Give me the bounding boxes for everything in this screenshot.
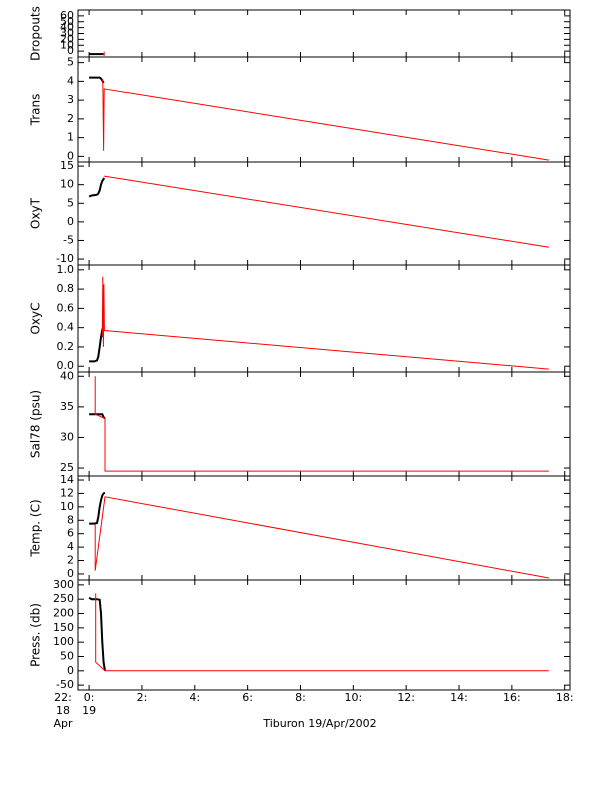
x-tick-label: 14: bbox=[450, 691, 468, 704]
y-axis-title: Sal78 (psu) bbox=[29, 390, 43, 458]
x-tick-label: 16: bbox=[503, 691, 521, 704]
x-tick-label: 2: bbox=[137, 691, 148, 704]
y-tick-label: 12 bbox=[60, 486, 74, 499]
y-tick-label: 0 bbox=[67, 149, 74, 162]
plot-frame bbox=[77, 371, 571, 477]
data-line bbox=[102, 79, 549, 161]
x-tick-label: 18: bbox=[556, 691, 574, 704]
y-tick-label: 5 bbox=[67, 196, 74, 209]
x-tick-label: 22: bbox=[54, 691, 72, 704]
y-tick-label: 35 bbox=[60, 400, 74, 413]
x-tick-label: 8: bbox=[295, 691, 306, 704]
y-tick-label: 50 bbox=[60, 15, 74, 28]
y-tick-label: -50 bbox=[56, 678, 74, 691]
y-tick-label: 40 bbox=[60, 369, 74, 382]
plot-frame bbox=[77, 475, 571, 581]
y-tick-label: 0.2 bbox=[57, 340, 75, 353]
y-tick-label: 0.8 bbox=[57, 282, 75, 295]
data-line bbox=[88, 596, 106, 671]
plot-frame bbox=[77, 161, 571, 266]
y-tick-label: 40 bbox=[60, 21, 74, 34]
plot-frame bbox=[77, 9, 571, 58]
x-tick-label: 10: bbox=[344, 691, 362, 704]
y-tick-label: 200 bbox=[53, 607, 74, 620]
y-axis-title: Trans bbox=[29, 94, 43, 127]
y-tick-label: 100 bbox=[53, 635, 74, 648]
y-tick-label: 5 bbox=[67, 56, 74, 69]
y-tick-label: 250 bbox=[53, 592, 74, 605]
y-axis-title: OxyC bbox=[29, 302, 43, 334]
y-axis-title: Dropouts bbox=[29, 6, 43, 61]
y-tick-label: 1 bbox=[67, 131, 74, 144]
y-tick-label: -10 bbox=[56, 252, 74, 265]
data-line bbox=[104, 175, 549, 248]
y-axis-title: OxyT bbox=[29, 197, 43, 229]
y-tick-label: 15 bbox=[60, 159, 74, 172]
x-day-label: 19 bbox=[82, 704, 96, 717]
y-tick-label: 4 bbox=[67, 74, 74, 87]
data-line bbox=[89, 76, 105, 84]
y-tick-label: 0 bbox=[67, 567, 74, 580]
y-tick-label: 0 bbox=[67, 215, 74, 228]
x-tick-label: 4: bbox=[189, 691, 200, 704]
y-tick-label: 3 bbox=[67, 93, 74, 106]
y-tick-label: 10 bbox=[60, 500, 74, 513]
y-tick-label: 30 bbox=[60, 27, 74, 40]
data-line bbox=[94, 376, 549, 472]
x-tick-label: 12: bbox=[397, 691, 415, 704]
x-tick-label: 6: bbox=[242, 691, 253, 704]
y-tick-label: 2 bbox=[67, 112, 74, 125]
x-month-label: Apr bbox=[53, 717, 73, 730]
y-tick-label: 0 bbox=[67, 664, 74, 677]
y-tick-label: 0.6 bbox=[57, 301, 75, 314]
data-line bbox=[89, 491, 106, 525]
data-line bbox=[88, 177, 106, 198]
plot-frame bbox=[77, 579, 571, 691]
y-tick-label: 30 bbox=[60, 430, 74, 443]
x-day-label: 18 bbox=[56, 704, 70, 717]
data-line bbox=[101, 276, 549, 370]
y-tick-label: -5 bbox=[63, 233, 74, 246]
y-tick-label: 1.0 bbox=[57, 263, 75, 276]
data-line bbox=[94, 496, 549, 579]
y-tick-label: 60 bbox=[60, 9, 74, 22]
y-tick-label: 6 bbox=[67, 527, 74, 540]
x-tick-label: 0: bbox=[84, 691, 95, 704]
y-tick-label: 10 bbox=[60, 178, 74, 191]
y-tick-label: 300 bbox=[53, 578, 74, 591]
y-tick-label: 14 bbox=[60, 473, 74, 486]
y-axis-title: Temp. (C) bbox=[29, 499, 43, 557]
y-tick-label: 150 bbox=[53, 621, 74, 634]
plot-frame bbox=[77, 264, 571, 373]
y-tick-label: 20 bbox=[60, 32, 74, 45]
y-tick-label: 0.0 bbox=[57, 359, 75, 372]
y-tick-label: 10 bbox=[60, 38, 74, 51]
data-line bbox=[89, 413, 106, 420]
y-tick-label: 0 bbox=[67, 44, 74, 57]
y-tick-label: 4 bbox=[67, 540, 74, 553]
y-tick-label: 50 bbox=[60, 649, 74, 662]
data-line bbox=[95, 593, 549, 672]
y-axis-title: Press. (db) bbox=[29, 603, 43, 667]
plot-frame bbox=[77, 56, 571, 163]
y-tick-label: 0.4 bbox=[57, 321, 75, 334]
x-axis-title: Tiburon 19/Apr/2002 bbox=[262, 717, 376, 730]
y-tick-label: 25 bbox=[60, 461, 74, 474]
y-tick-label: 8 bbox=[67, 513, 74, 526]
y-tick-label: 2 bbox=[67, 554, 74, 567]
